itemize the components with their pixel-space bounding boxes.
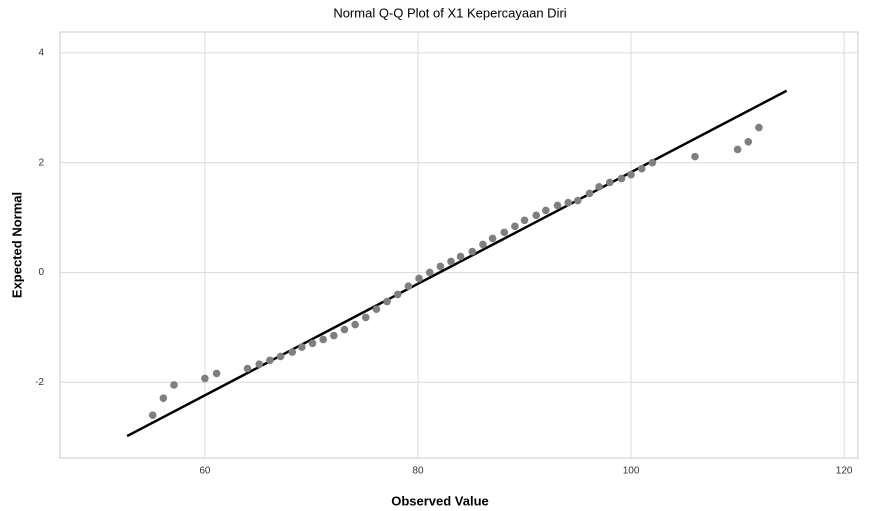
point xyxy=(520,216,529,225)
point xyxy=(340,325,349,334)
point xyxy=(361,313,370,322)
y-tick-label: 4 xyxy=(38,48,44,59)
point xyxy=(425,268,434,277)
point xyxy=(159,394,168,402)
point xyxy=(637,164,646,173)
point xyxy=(479,240,487,249)
point xyxy=(691,152,699,161)
plot-area xyxy=(59,31,859,459)
point xyxy=(330,331,338,340)
point xyxy=(595,183,603,191)
point xyxy=(212,369,221,378)
x-axis-label: Observed Value xyxy=(391,493,489,508)
point xyxy=(456,252,465,261)
point xyxy=(447,257,455,266)
point xyxy=(255,360,264,368)
point xyxy=(585,189,594,198)
point xyxy=(372,305,381,314)
point xyxy=(436,262,445,271)
point xyxy=(148,411,157,419)
point xyxy=(404,282,413,290)
reference-line xyxy=(126,89,788,438)
point xyxy=(319,335,327,344)
point xyxy=(351,320,359,329)
point xyxy=(393,290,402,299)
point xyxy=(564,198,573,207)
point xyxy=(542,206,550,215)
point xyxy=(288,348,297,356)
x-tick-label: 60 xyxy=(199,466,211,477)
point xyxy=(468,247,477,256)
point xyxy=(488,234,497,243)
y-tick-label: -2 xyxy=(35,377,44,388)
point xyxy=(266,356,274,365)
point xyxy=(308,339,317,348)
point xyxy=(201,374,209,383)
point xyxy=(532,211,541,220)
point xyxy=(617,174,626,183)
point xyxy=(553,201,562,210)
point xyxy=(276,352,285,361)
chart-title: Normal Q-Q Plot of X1 Kepercayaan Diri xyxy=(333,5,566,20)
point xyxy=(648,158,657,167)
point xyxy=(511,222,519,231)
point xyxy=(415,274,423,283)
point xyxy=(733,145,742,154)
point xyxy=(243,364,252,373)
y-tick-label: 0 xyxy=(38,267,44,278)
point xyxy=(573,196,582,205)
point xyxy=(170,381,178,389)
y-axis-label: Expected Normal xyxy=(9,192,24,298)
point xyxy=(605,178,614,187)
point xyxy=(383,297,391,306)
point xyxy=(744,137,753,146)
point xyxy=(500,228,509,237)
x-tick-label: 80 xyxy=(412,466,424,477)
point xyxy=(755,123,763,132)
x-tick-label: 120 xyxy=(836,466,853,477)
point xyxy=(298,343,306,351)
x-tick-label: 100 xyxy=(623,466,640,477)
point xyxy=(627,170,635,179)
y-tick-label: 2 xyxy=(38,157,44,168)
